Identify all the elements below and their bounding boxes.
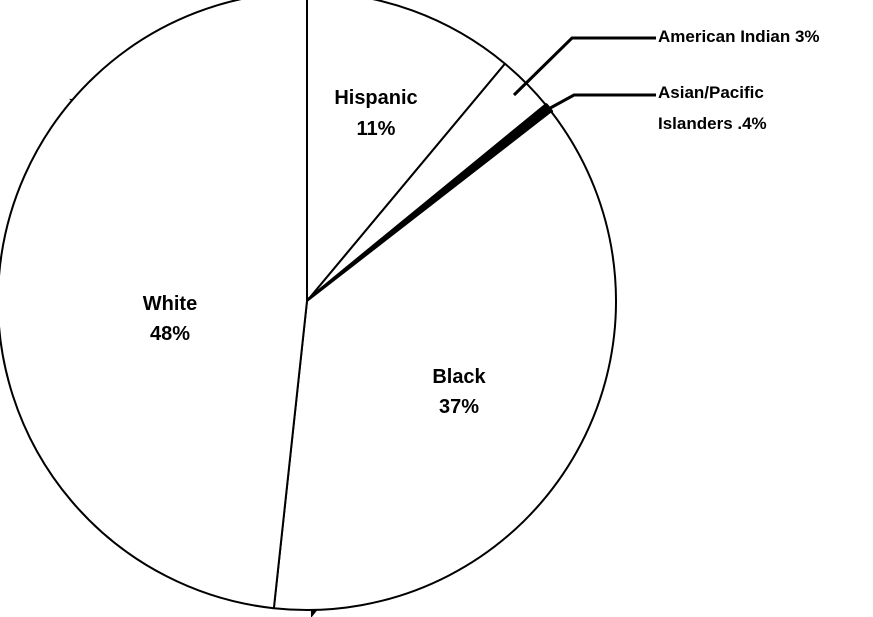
callout-line-asian-pacific: [531, 93, 656, 120]
pie-slice-hispanic: [306, 0, 506, 302]
callout-label-asian-line1: Asian/Pacific: [658, 83, 764, 102]
pie-slice-black: [272, 110, 617, 611]
slice-value-black: 37%: [439, 396, 479, 418]
callout-line-american-indian: [512, 36, 656, 97]
slice-value-white: 48%: [150, 323, 190, 345]
slice-label-white: White: [143, 293, 197, 315]
pie-slices: [0, 0, 617, 611]
callout-label-american-indian: American Indian 3%: [658, 27, 820, 46]
slice-value-hispanic: 11%: [357, 118, 396, 140]
callout-label-asian-line2: Islanders .4%: [658, 114, 767, 133]
slice-label-hispanic: Hispanic: [334, 87, 417, 109]
callout-lines: [512, 36, 656, 120]
slice-label-black: Black: [432, 366, 486, 388]
pie-slice-white: [0, 0, 308, 610]
